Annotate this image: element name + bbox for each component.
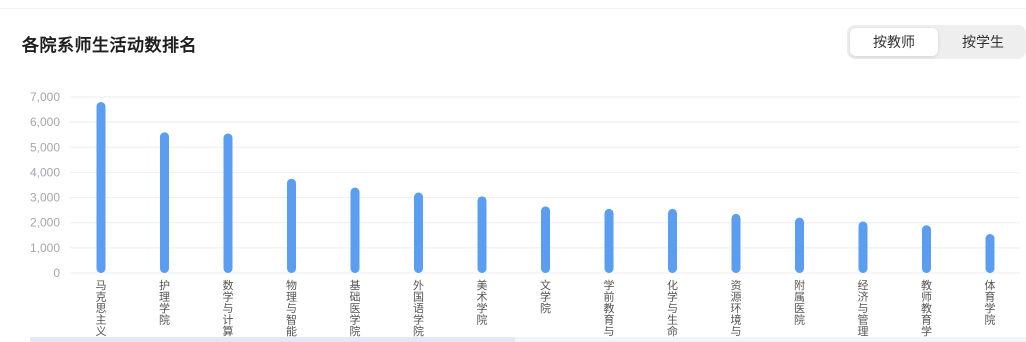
x-tick-label: 学前教育与 <box>604 278 615 338</box>
bar <box>541 206 550 273</box>
bar <box>287 178 296 273</box>
x-tick-label: 外国语学院 <box>413 279 424 338</box>
bar <box>668 208 677 273</box>
bar <box>414 192 423 273</box>
x-tick-label: 文学院 <box>540 278 551 315</box>
x-tick-label: 物理与智能 <box>286 278 297 338</box>
bar <box>160 132 169 273</box>
x-tick-label: 教师教育学 <box>921 279 932 338</box>
x-tick-label: 附属医院 <box>794 278 805 327</box>
bar <box>350 187 360 273</box>
x-tick-label: 基础医学院 <box>350 279 361 338</box>
x-tick-label: 体育学院 <box>985 278 996 327</box>
bar <box>96 102 106 274</box>
y-tick-label: 3,000 <box>30 191 60 205</box>
y-tick-label: 2,000 <box>30 216 60 230</box>
bar <box>731 213 741 273</box>
top-divider <box>0 8 1026 9</box>
x-tick-label: 资源环境与 <box>731 279 742 338</box>
y-tick-label: 0 <box>53 266 60 280</box>
x-tick-label: 马克思主义 <box>96 279 107 338</box>
toggle-by-student-button[interactable]: 按学生 <box>962 34 1004 50</box>
bar <box>604 208 614 273</box>
x-tick-label: 数学与计算 <box>223 279 234 338</box>
y-tick-label: 5,000 <box>30 140 60 154</box>
y-tick-label: 7,000 <box>30 90 60 104</box>
y-tick-label: 6,000 <box>30 115 60 129</box>
x-tick-label: 化学与生命 <box>667 278 678 338</box>
horizontal-scrollbar-track[interactable] <box>30 337 1026 342</box>
x-tick-label: 美术学院 <box>477 279 488 327</box>
horizontal-scrollbar-thumb[interactable] <box>30 337 515 342</box>
bar <box>858 221 868 273</box>
toggle-by-teacher-button[interactable]: 按教师 <box>850 28 938 56</box>
chart-title: 各院系师生活动数排名 <box>22 36 197 55</box>
bar <box>922 225 931 273</box>
y-tick-label: 4,000 <box>30 165 60 179</box>
view-toggle: 按教师 按学生 <box>847 25 1026 59</box>
bar <box>795 217 804 273</box>
bar <box>223 133 233 273</box>
x-tick-label: 经济与管理 <box>858 279 869 338</box>
y-tick-label: 1,000 <box>30 241 60 255</box>
x-tick-label: 护理学院 <box>159 278 170 327</box>
bar <box>985 234 995 273</box>
bar <box>477 196 487 273</box>
